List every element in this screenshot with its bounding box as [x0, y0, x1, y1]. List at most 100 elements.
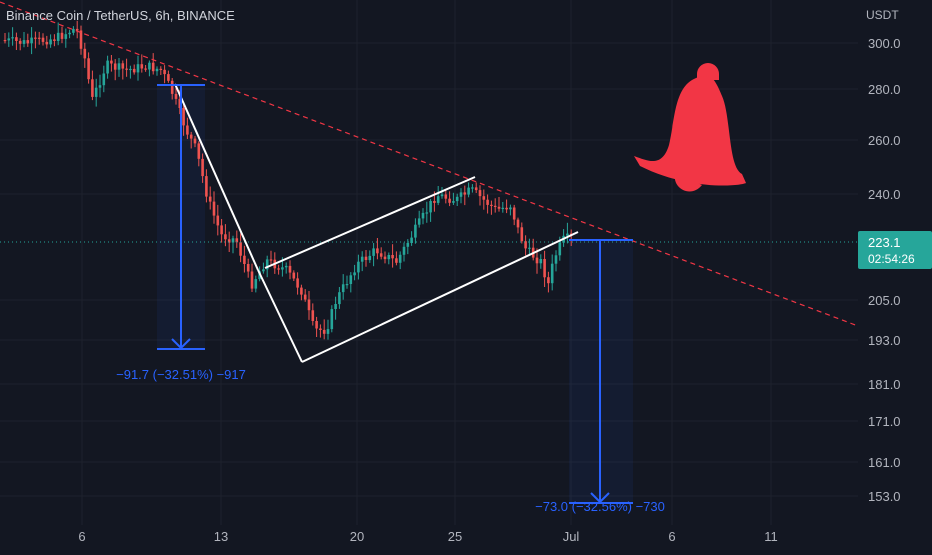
price-axis[interactable]: 300.0 280.0 260.0 240.0 205.0 193.0 181.0 171.0…	[868, 36, 901, 504]
price-tick-label: 171.0	[868, 414, 901, 429]
candle-body	[444, 194, 448, 199]
time-tick-label: 13	[214, 529, 228, 544]
candle-body	[497, 206, 501, 209]
candle-body	[26, 40, 30, 44]
measure-2-label: −73.0 (−32.56%) −730	[535, 499, 665, 514]
price-tick-label: 280.0	[868, 82, 901, 97]
candle-body	[360, 256, 364, 262]
candle-body	[410, 237, 413, 243]
candle-body	[463, 192, 467, 195]
candle-body	[170, 80, 174, 94]
candle-body	[231, 238, 235, 243]
candle-body	[102, 73, 106, 86]
candle-body	[197, 143, 201, 159]
candle-body	[250, 271, 254, 289]
candle-body	[91, 79, 94, 97]
candle-body	[512, 207, 516, 220]
candle-body	[140, 64, 144, 69]
candle-body	[265, 259, 269, 270]
candle-body	[254, 279, 258, 289]
downtrend-line	[174, 83, 259, 271]
candle-body	[227, 239, 231, 243]
time-tick-label: 25	[448, 529, 462, 544]
candle-body	[41, 37, 45, 42]
candle-body	[216, 215, 220, 226]
last-price-value: 223.1	[868, 235, 901, 250]
candles	[3, 20, 573, 340]
candle-body	[402, 246, 406, 255]
time-axis[interactable]: 6 13 20 25 Jul 6 11	[78, 529, 777, 544]
candle-body	[372, 248, 375, 256]
candle-body	[486, 199, 489, 205]
candle-body	[509, 207, 512, 210]
candle-body	[125, 68, 128, 70]
candle-body	[83, 48, 87, 59]
candle-body	[490, 204, 493, 206]
candle-body	[277, 268, 280, 270]
candle-body	[505, 207, 508, 210]
price-tick-label: 161.0	[868, 455, 901, 470]
candle-body	[3, 40, 7, 42]
candle-body	[322, 329, 326, 334]
bell-clapper	[674, 173, 702, 192]
time-tick-label: 6	[78, 529, 85, 544]
candle-body	[60, 32, 64, 39]
candle-body	[520, 227, 524, 242]
candle-body	[30, 37, 33, 44]
candle-body	[155, 68, 159, 72]
candle-body	[212, 201, 216, 216]
candle-body	[15, 37, 18, 41]
candle-body	[550, 263, 554, 284]
candle-body	[471, 187, 474, 189]
last-price-label: 223.1 02:54:26	[858, 231, 932, 269]
candle-body	[425, 212, 429, 214]
candle-body	[398, 254, 402, 263]
candle-body	[433, 201, 436, 203]
candle-body	[11, 37, 14, 39]
candle-body	[303, 294, 307, 300]
candle-body	[296, 278, 299, 288]
candle-body	[493, 205, 497, 207]
candle-body	[414, 224, 417, 238]
channel-left-edge	[257, 269, 303, 363]
candle-body	[208, 196, 212, 202]
price-tick-label: 205.0	[868, 293, 901, 308]
candle-body	[246, 264, 250, 272]
candle-body	[383, 256, 387, 260]
candle-body	[341, 284, 345, 293]
candle-body	[338, 292, 341, 305]
candle-body	[319, 328, 322, 330]
candle-body	[75, 28, 79, 31]
candle-body	[121, 63, 125, 69]
symbol-title[interactable]: Binance Coin / TetherUS, 6h, BINANCE	[6, 8, 235, 23]
time-tick-label: 6	[668, 529, 675, 544]
price-tick-label: 240.0	[868, 187, 901, 202]
candle-body	[269, 259, 273, 261]
candle-body	[148, 62, 151, 70]
candle-body	[49, 39, 52, 45]
alert-bell-icon[interactable]	[634, 63, 746, 192]
time-tick-label: 11	[764, 529, 778, 544]
candle-body	[440, 194, 444, 197]
drawings[interactable]: −91.7 (−32.51%) −917 −73.0 (−32.56%) −730	[0, 1, 859, 514]
price-tick-label: 300.0	[868, 36, 901, 51]
price-tick-label: 260.0	[868, 133, 901, 148]
candle-body	[395, 258, 398, 263]
candle-body	[482, 196, 486, 200]
candle-body	[53, 39, 56, 41]
candle-body	[417, 218, 421, 225]
price-tick-label: 193.0	[868, 333, 901, 348]
candle-body	[98, 85, 102, 88]
measure-2-arrow-head	[590, 492, 610, 504]
candle-body	[205, 176, 208, 197]
candle-body	[539, 259, 543, 264]
candle-body	[94, 87, 98, 97]
candle-body	[186, 125, 189, 135]
candle-body	[307, 299, 311, 311]
candle-body	[178, 98, 182, 108]
candle-body	[151, 62, 155, 72]
measure-1-arrow-head	[171, 338, 191, 350]
candle-body	[64, 34, 68, 39]
